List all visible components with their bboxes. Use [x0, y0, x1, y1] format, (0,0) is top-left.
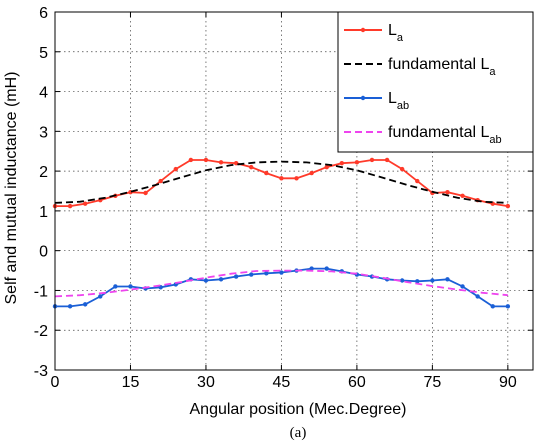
data-point [445, 277, 450, 282]
series-layer [52, 157, 511, 309]
data-point [339, 160, 344, 166]
y-tick-label: 6 [39, 5, 48, 22]
plot-frame [54, 11, 534, 371]
data-point [218, 277, 224, 282]
data-point [67, 304, 73, 309]
data-point [203, 157, 209, 163]
x-tick-label: 0 [51, 374, 60, 391]
x-tick-label: 15 [122, 374, 140, 391]
data-point [399, 166, 405, 172]
data-point [264, 170, 269, 176]
legend-label: Lab [388, 90, 409, 112]
data-point [415, 178, 420, 184]
y-tick-label: 2 [39, 164, 48, 181]
data-point [475, 294, 480, 299]
y-axis-ticks: -3 -2 -1 0 1 2 3 4 5 6 [34, 5, 533, 380]
data-point [264, 271, 269, 276]
y-tick-label: 1 [39, 204, 48, 221]
legend-label: La [388, 22, 404, 44]
y-tick-label: -2 [34, 323, 48, 340]
data-point [460, 193, 465, 198]
y-tick-label: 5 [39, 45, 48, 62]
y-tick-label: 0 [39, 244, 48, 261]
data-point [82, 201, 88, 206]
data-point [249, 272, 254, 277]
data-point [505, 304, 511, 309]
legend-label-subscript: ab [397, 100, 409, 112]
y-tick-label: 4 [39, 85, 48, 102]
y-tick-label: 3 [39, 124, 48, 141]
series-line-fundamental-l-a [54, 160, 508, 204]
data-point [415, 279, 420, 284]
data-point [173, 166, 178, 172]
x-tick-label: 60 [348, 374, 366, 391]
data-point [233, 160, 239, 166]
x-axis-label: Angular position (Mec.Degree) [190, 401, 407, 418]
data-point [445, 189, 450, 195]
x-tick-label: 90 [499, 374, 517, 391]
legend-label-main: fundamental L [388, 56, 490, 73]
legend-item: fundamental La [344, 56, 496, 78]
data-point [82, 302, 88, 307]
data-point [490, 304, 495, 309]
data-point [369, 157, 375, 163]
data-point [430, 278, 435, 283]
legend-label-main: L [388, 22, 397, 39]
y-axis-label: Self and mutual inductance (mH) [3, 72, 20, 305]
x-tick-label: 45 [273, 374, 291, 391]
legend-label-main: L [388, 90, 397, 107]
data-point [384, 157, 390, 163]
data-point [279, 270, 284, 275]
data-point [203, 278, 209, 283]
data-point [128, 284, 133, 289]
data-point [218, 160, 224, 165]
legend-item: Lab [344, 90, 409, 112]
figure-caption: (a) [290, 425, 307, 441]
data-point [354, 160, 360, 165]
series-fundamental-l-a [54, 160, 508, 204]
series-fundamental-l-ab [54, 269, 508, 298]
data-point [324, 164, 329, 170]
legend-label: fundamental La [388, 56, 496, 78]
legend-label-subscript: a [397, 32, 404, 44]
legend-item: La [344, 22, 404, 44]
data-point [460, 284, 465, 289]
series-l-a [52, 157, 511, 209]
data-point [67, 203, 73, 209]
data-point [294, 176, 299, 181]
data-point [188, 157, 194, 163]
legend-label-main: fundamental L [388, 124, 490, 141]
legend-item: fundamental Lab [344, 124, 502, 146]
data-point [158, 178, 163, 184]
y-tick-label: -3 [34, 363, 48, 380]
data-point [249, 164, 254, 170]
legend-label-subscript: ab [489, 134, 501, 146]
data-point [98, 294, 103, 299]
data-point [505, 203, 511, 209]
legend-label-subscript: a [489, 66, 496, 78]
data-point [143, 190, 148, 196]
data-point [113, 284, 118, 289]
legend-box [337, 11, 534, 153]
data-point [324, 266, 329, 271]
data-point [279, 176, 284, 181]
legend-marker [360, 27, 366, 33]
data-point [233, 274, 239, 279]
data-point [399, 278, 405, 283]
x-tick-label: 75 [423, 374, 441, 391]
legend-marker [360, 95, 366, 101]
series-line-fundamental-l-ab [54, 269, 508, 298]
y-tick-label: -1 [34, 283, 48, 300]
legend-label: fundamental Lab [388, 124, 502, 146]
data-point [309, 170, 314, 176]
data-point [309, 266, 314, 271]
x-tick-label: 30 [197, 374, 215, 391]
